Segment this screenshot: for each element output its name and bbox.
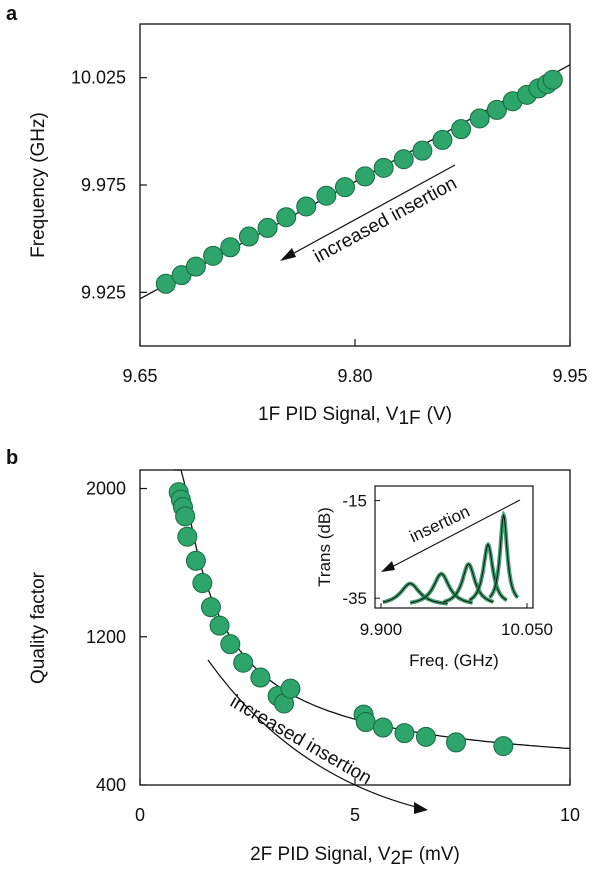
y-tick-label-a: 9.925 — [81, 282, 126, 302]
data-point-b — [372, 717, 393, 738]
data-point-a — [451, 119, 472, 140]
inset-x-tick-label: 10.050 — [501, 620, 553, 639]
data-point-b — [175, 506, 196, 527]
inset-x-label: Freq. (GHz) — [409, 651, 499, 670]
inset-data-line — [410, 573, 473, 604]
data-point-b — [220, 634, 241, 655]
annotation-text-b: increased insertion — [226, 691, 375, 789]
inset-lines — [382, 510, 520, 606]
data-point-a — [469, 108, 490, 129]
x-tick-label-a: 9.95 — [552, 366, 587, 386]
panel-a: a Frequency (GHz) 1F PID Signal, V1F (V) … — [6, 3, 588, 429]
inset-frame — [374, 485, 534, 609]
data-point-a — [257, 217, 278, 238]
data-point-b — [446, 732, 467, 753]
x-tick-label-a: 9.65 — [122, 366, 157, 386]
inset-y-tick-label: -15 — [342, 492, 367, 511]
inset-chart: Trans (dB) Freq. (GHz) 9.900 10.050 -15 -35… — [315, 485, 553, 670]
data-point-a — [296, 196, 317, 217]
y-tick-label-b: 1200 — [86, 627, 126, 647]
data-point-b — [493, 736, 514, 757]
x-tick-label-b: 0 — [135, 805, 145, 825]
annotation-text-a: increased insertion — [310, 173, 460, 268]
y-tick-label-b: 400 — [96, 775, 126, 795]
inset-data-line — [469, 543, 507, 601]
data-point-a — [155, 273, 176, 294]
arrow-curve-b — [207, 659, 421, 809]
y-tick-label-b: 2000 — [86, 479, 126, 499]
x-tick-label-b: 10 — [560, 805, 580, 825]
panel-b: b Quality factor 2F PID Signal, V2F (mV) … — [6, 447, 580, 869]
data-point-b — [200, 597, 221, 618]
data-point-a — [393, 149, 414, 170]
inset-arrow-line — [385, 499, 521, 571]
data-point-a — [486, 99, 507, 120]
inset-data-line — [489, 514, 519, 598]
x-tick-label-b: 5 — [350, 805, 360, 825]
data-point-a — [185, 256, 206, 277]
data-point-a — [432, 129, 453, 150]
plot-frame-a — [139, 23, 571, 347]
data-point-a — [373, 157, 394, 178]
data-point-b — [250, 667, 271, 688]
data-point-b — [185, 550, 206, 571]
y-axis-label-a: Frequency (GHz) — [28, 112, 49, 258]
ticks-b: 0 5 10 400 1200 2000 — [86, 479, 580, 825]
ticks-a: 9.65 9.80 9.95 9.925 9.975 10.025 — [71, 68, 588, 386]
inset-ticks: 9.900 10.050 -15 -35 — [342, 492, 553, 639]
inset-x-tick-label: 9.900 — [360, 620, 403, 639]
inset-y-label: Trans (dB) — [315, 507, 334, 587]
inset-data-line — [443, 563, 494, 603]
data-point-a — [355, 166, 376, 187]
points-b — [168, 482, 514, 757]
data-point-a — [203, 245, 224, 266]
arrow-line-a — [284, 164, 456, 259]
arrow-head-b — [414, 802, 428, 814]
data-point-b — [394, 723, 415, 744]
inset-y-tick-label: -35 — [342, 589, 367, 608]
data-point-b — [415, 726, 436, 747]
data-point-b — [192, 573, 213, 594]
points-a — [155, 69, 563, 294]
data-point-a — [334, 177, 355, 198]
x-tick-label-a: 9.80 — [337, 366, 372, 386]
data-point-a — [412, 140, 433, 161]
data-point-a — [316, 185, 337, 206]
y-axis-label-b: Quality factor — [28, 571, 49, 684]
x-axis-label-b: 2F PID Signal, V2F (mV) — [250, 844, 460, 869]
data-point-b — [280, 678, 301, 699]
inset-arrow-head — [381, 561, 395, 572]
inset-data-line — [382, 583, 448, 605]
panel-label-a: a — [6, 3, 18, 25]
data-point-b — [233, 652, 254, 673]
data-point-a — [276, 207, 297, 228]
y-tick-label-a: 10.025 — [71, 68, 126, 88]
data-point-b — [209, 615, 230, 636]
data-point-a — [220, 237, 241, 258]
annotation-b: increased insertion — [207, 659, 428, 814]
panel-label-b: b — [6, 447, 18, 469]
arrow-head-a — [280, 248, 296, 261]
data-point-b — [355, 712, 376, 732]
y-tick-label-a: 9.975 — [81, 175, 126, 195]
data-point-b — [177, 526, 198, 547]
data-point-a — [542, 69, 563, 90]
x-axis-label-a: 1F PID Signal, V1F (V) — [258, 404, 452, 429]
data-point-a — [238, 226, 259, 247]
